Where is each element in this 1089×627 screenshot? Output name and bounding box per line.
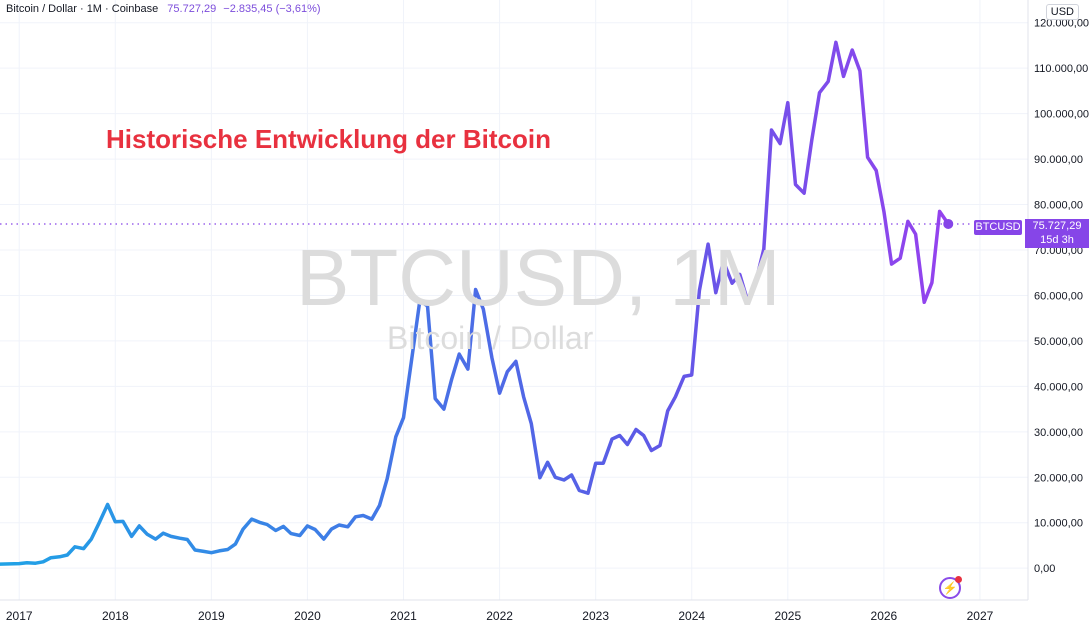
watermark-symbol: BTCUSD, 1M — [296, 233, 781, 322]
y-tick-label: 110.000,00 — [1034, 63, 1088, 75]
y-tick-label: 50.000,00 — [1034, 336, 1083, 348]
symbol-header[interactable]: Bitcoin / Dollar · 1M · Coinbase 75.727,… — [6, 3, 321, 15]
series-line-btcusd[interactable] — [0, 40, 951, 566]
y-tick-label: 10.000,00 — [1034, 518, 1083, 530]
annotation-title[interactable]: Historische Entwicklung der Bitcoin — [106, 124, 551, 154]
grid-lines — [0, 0, 1028, 600]
symbol-text: Bitcoin / Dollar · 1M · Coinbase — [6, 3, 159, 15]
y-tick-label: 60.000,00 — [1034, 290, 1083, 302]
x-tick-label: 2019 — [198, 609, 225, 623]
watermark-name: Bitcoin / Dollar — [387, 320, 594, 356]
y-tick-label: 90.000,00 — [1034, 154, 1083, 166]
y-tick-label: 40.000,00 — [1034, 381, 1083, 393]
header-price: 75.727,29 — [167, 3, 217, 15]
x-tick-label: 2017 — [6, 609, 33, 623]
y-tick-label: 80.000,00 — [1034, 200, 1083, 212]
x-tick-label: 2027 — [967, 609, 994, 623]
last-price-value: 75.727,29 — [1032, 220, 1082, 232]
symbol-price-tag: BTCUSD — [974, 220, 1022, 235]
x-tick-label: 2024 — [678, 609, 705, 623]
x-tick-label: 2020 — [294, 609, 321, 623]
x-tick-label: 2022 — [486, 609, 513, 623]
bar-countdown: 15d 3h — [1040, 234, 1074, 246]
header-change: −2.835,45 (−3,61%) — [223, 3, 321, 15]
x-tick-label: 2021 — [390, 609, 417, 623]
x-tick-label: 2025 — [774, 609, 801, 623]
time-axis[interactable]: 2017 2018 2019 2020 2021 2022 2023 2024 2025 2026… — [6, 609, 994, 623]
notification-dot-icon — [955, 576, 962, 583]
last-price-dot — [943, 218, 954, 229]
last-price-tag: 75.727,29 15d 3h — [1025, 219, 1089, 248]
y-tick-label: 100.000,00 — [1034, 109, 1089, 121]
x-tick-label: 2023 — [582, 609, 609, 623]
y-tick-label: 120.000,00 — [1034, 18, 1089, 30]
currency-button[interactable]: USD — [1045, 4, 1079, 20]
y-tick-label: 30.000,00 — [1034, 427, 1083, 439]
y-tick-label: 0,00 — [1034, 563, 1055, 575]
y-tick-label: 70.000,00 — [1034, 245, 1083, 257]
x-tick-label: 2018 — [102, 609, 129, 623]
price-axis[interactable]: 0,00 10.000,00 20.000,00 30.000,00 40.000,00… — [1034, 18, 1089, 575]
lightning-logo-icon[interactable]: ⚡ — [939, 576, 962, 599]
y-tick-label: 20.000,00 — [1034, 472, 1083, 484]
x-tick-label: 2026 — [871, 609, 898, 623]
